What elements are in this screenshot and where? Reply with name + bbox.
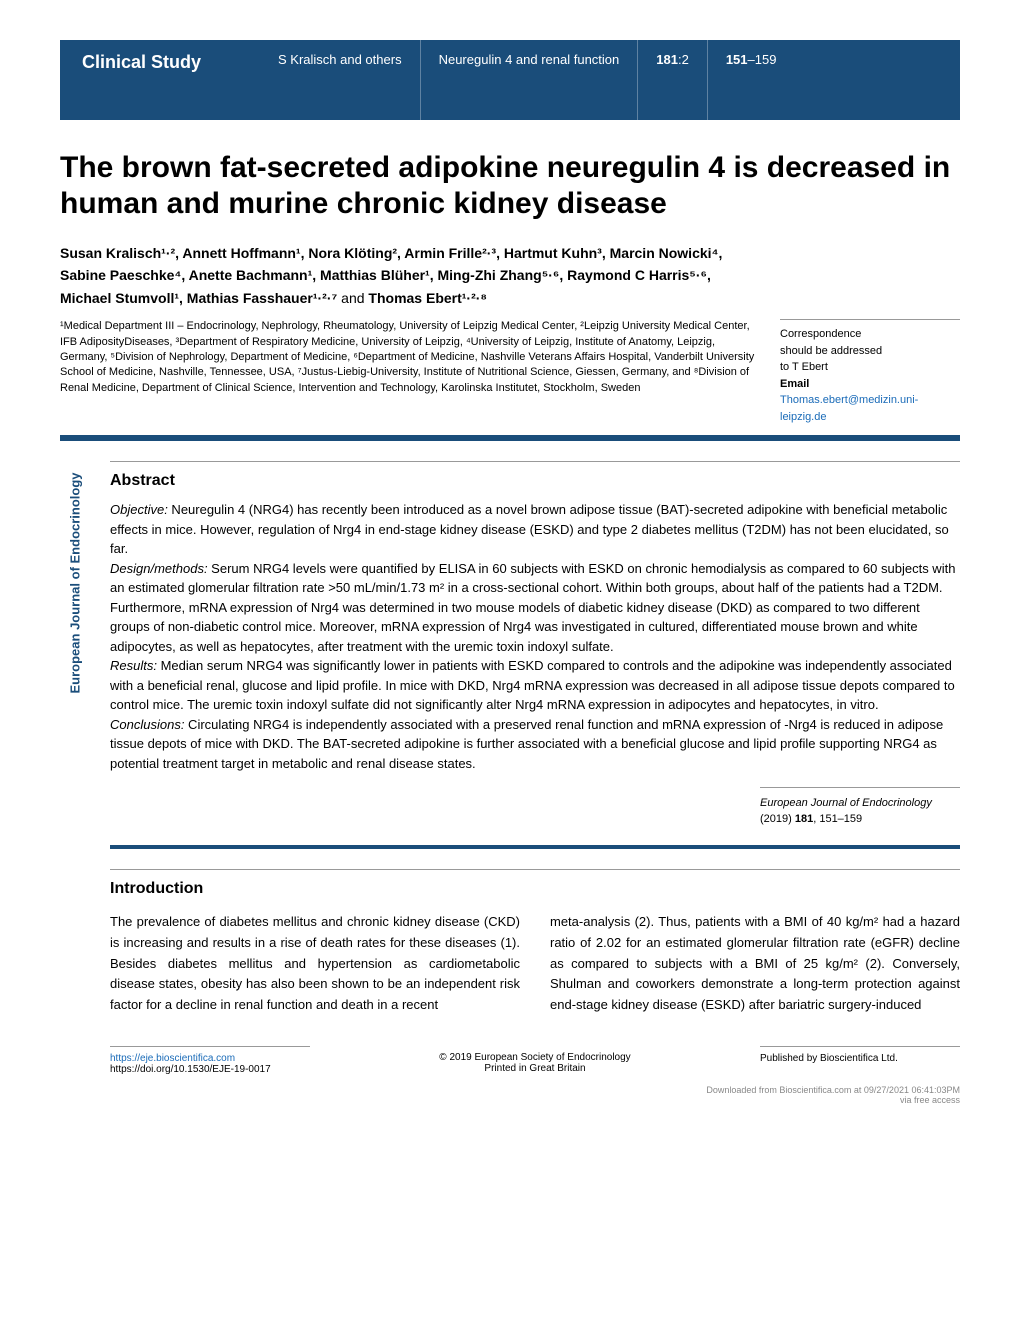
- introduction-columns: The prevalence of diabetes mellitus and …: [110, 912, 960, 1016]
- abstract-design: Serum NRG4 levels were quantified by ELI…: [110, 561, 955, 654]
- abstract-results-label: Results:: [110, 658, 157, 673]
- citation-year: (2019): [760, 813, 795, 825]
- abstract-results: Median serum NRG4 was significantly lowe…: [110, 658, 955, 712]
- main-content: European Journal of Endocrinology Abstra…: [60, 461, 960, 1105]
- authors-line-2: Sabine Paeschke⁴, Anette Bachmann¹, Matt…: [60, 264, 960, 286]
- citation-journal: European Journal of Endocrinology: [760, 796, 960, 811]
- divider-rule-2: [110, 845, 960, 849]
- abstract-objective: Neuregulin 4 (NRG4) has recently been in…: [110, 502, 949, 556]
- download-line1: Downloaded from Bioscientifica.com at 09…: [110, 1085, 960, 1095]
- citation-pages: , 151–159: [813, 813, 862, 825]
- abstract-block: Abstract Objective: Neuregulin 4 (NRG4) …: [110, 461, 960, 1105]
- correspondence-box: Correspondence should be addressed to T …: [780, 319, 960, 425]
- correspondence-line2: should be addressed: [780, 343, 960, 360]
- correspondence-line1: Correspondence: [780, 326, 960, 343]
- authors-line-1: Susan Kralisch¹·², Annett Hoffmann¹, Nor…: [60, 242, 960, 264]
- header-info: S Kralisch and others Neuregulin 4 and r…: [260, 40, 960, 120]
- journal-name-vertical: European Journal of Endocrinology: [68, 494, 83, 694]
- page: Clinical Study S Kralisch and others Neu…: [0, 0, 1020, 1125]
- footer-published: Published by Bioscientifica Ltd.: [760, 1053, 960, 1064]
- abstract-objective-label: Objective:: [110, 502, 168, 517]
- citation-vol: 181: [795, 813, 813, 825]
- footer-url[interactable]: https://eje.bioscientifica.com: [110, 1053, 310, 1064]
- article-title: The brown fat-secreted adipokine neuregu…: [60, 150, 960, 222]
- abstract-design-label: Design/methods:: [110, 561, 208, 576]
- citation-year-vol-pages: (2019) 181, 151–159: [760, 812, 960, 827]
- authors-line-3: Michael Stumvoll¹, Mathias Fasshauer¹·²·…: [60, 287, 960, 309]
- abstract-conclusions: Circulating NRG4 is independently associ…: [110, 717, 943, 771]
- authors-line-3b: Thomas Ebert¹·²·⁸: [368, 290, 487, 306]
- header-page-current: 151: [726, 52, 748, 67]
- footer-left: https://eje.bioscientifica.com https://d…: [110, 1046, 310, 1075]
- header-authors-short: S Kralisch and others: [260, 40, 420, 120]
- email-label: Email: [780, 376, 960, 393]
- footer-doi: https://doi.org/10.1530/EJE-19-0017: [110, 1064, 310, 1075]
- authors-list: Susan Kralisch¹·², Annett Hoffmann¹, Nor…: [60, 242, 960, 309]
- correspondence-line3: to T Ebert: [780, 359, 960, 376]
- email-link[interactable]: Thomas.ebert@medizin.uni-leipzig.de: [780, 392, 960, 425]
- header-page-range: –159: [748, 52, 777, 67]
- header-volume: 181: [656, 52, 678, 67]
- header-pages: 151–159: [707, 40, 795, 120]
- download-stamp: Downloaded from Bioscientifica.com at 09…: [110, 1085, 960, 1105]
- authors-and: and: [341, 290, 368, 306]
- journal-side-label: European Journal of Endocrinology: [60, 461, 90, 1105]
- footer-right: Published by Bioscientifica Ltd.: [760, 1046, 960, 1064]
- introduction-heading: Introduction: [110, 869, 960, 898]
- header-section-label: Clinical Study: [60, 40, 260, 120]
- header-volume-issue: 181:2: [637, 40, 707, 120]
- abstract-heading: Abstract: [110, 461, 960, 490]
- header-issue: 2: [682, 52, 689, 67]
- citation-box: European Journal of Endocrinology (2019)…: [760, 787, 960, 835]
- intro-col-left: The prevalence of diabetes mellitus and …: [110, 912, 520, 1016]
- divider-rule: [60, 435, 960, 441]
- abstract-conclusions-label: Conclusions:: [110, 717, 184, 732]
- footer-copyright: © 2019 European Society of Endocrinology: [340, 1052, 730, 1063]
- abstract-text: Objective: Neuregulin 4 (NRG4) has recen…: [110, 500, 960, 773]
- header-topic: Neuregulin 4 and renal function: [420, 40, 638, 120]
- download-line2: via free access: [110, 1095, 960, 1105]
- intro-col-right: meta-analysis (2). Thus, patients with a…: [550, 912, 960, 1016]
- footer: https://eje.bioscientifica.com https://d…: [110, 1046, 960, 1075]
- header-bar: Clinical Study S Kralisch and others Neu…: [60, 40, 960, 120]
- affiliations-correspondence-row: ¹Medical Department III – Endocrinology,…: [60, 319, 960, 425]
- affiliations: ¹Medical Department III – Endocrinology,…: [60, 319, 760, 425]
- footer-mid: © 2019 European Society of Endocrinology…: [340, 1046, 730, 1074]
- authors-line-3a: Michael Stumvoll¹, Mathias Fasshauer¹·²·…: [60, 290, 341, 306]
- footer-printed: Printed in Great Britain: [340, 1063, 730, 1074]
